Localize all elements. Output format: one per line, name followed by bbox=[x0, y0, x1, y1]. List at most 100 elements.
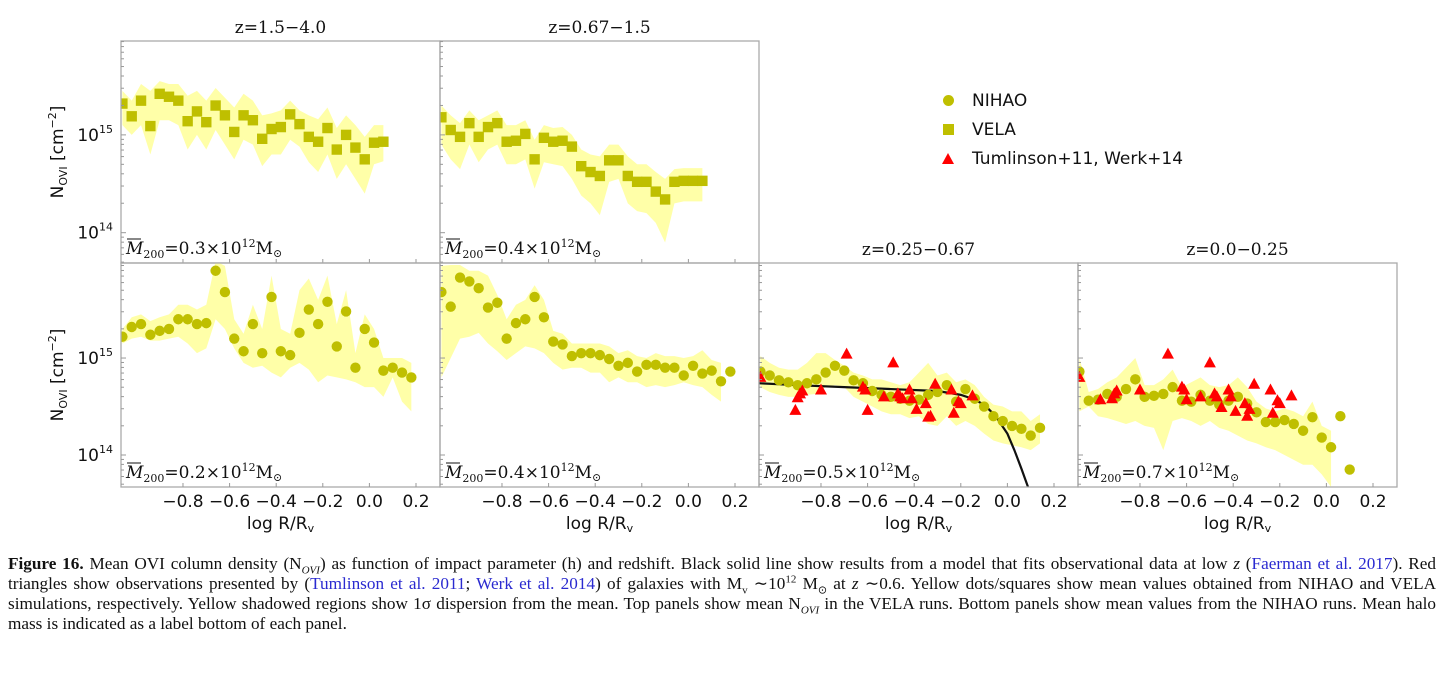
mass-unit: M bbox=[894, 463, 911, 483]
x-tick-label: −0.8 bbox=[800, 492, 841, 512]
observation-point bbox=[903, 383, 916, 395]
observation-point bbox=[861, 403, 874, 415]
vela-point bbox=[145, 120, 156, 132]
nihao-point bbox=[566, 350, 578, 362]
mass-unit-sub: ⊙ bbox=[273, 471, 282, 484]
nihao-point bbox=[294, 327, 305, 339]
vela-point bbox=[603, 155, 615, 166]
nihao-point bbox=[669, 362, 680, 373]
square-marker-icon bbox=[942, 124, 954, 135]
observation-point bbox=[1229, 404, 1242, 416]
mass-value: =0.7×10 bbox=[1121, 463, 1198, 483]
mass-unit-sub: ⊙ bbox=[911, 471, 920, 484]
vela-point bbox=[445, 124, 456, 136]
citation-link[interactable]: Faerman et al. 2017 bbox=[1251, 554, 1393, 573]
observation-point bbox=[1094, 393, 1107, 405]
nihao-point bbox=[303, 304, 315, 315]
nihao-point bbox=[1316, 432, 1327, 443]
nihao-point bbox=[350, 362, 361, 373]
y-tick-exponent: 14 bbox=[99, 443, 113, 456]
observation-point bbox=[929, 377, 942, 389]
nihao-point bbox=[783, 377, 794, 388]
x-tick-label: −0.8 bbox=[162, 492, 203, 512]
vela-point bbox=[641, 176, 652, 188]
nihao-point bbox=[440, 286, 447, 298]
figure-number: Figure 16. bbox=[8, 554, 84, 573]
vela-point bbox=[520, 128, 531, 140]
vela-point bbox=[163, 91, 175, 102]
caption-fragment: in the VELA runs. Bottom panels show mea… bbox=[8, 594, 1436, 633]
x-tick-label: 0.2 bbox=[1359, 492, 1386, 512]
mass-label: M200=0.3×1012M⊙ bbox=[125, 237, 282, 261]
mass-unit-sub: ⊙ bbox=[273, 247, 282, 260]
figure-caption: Figure 16. Mean OVI column density (NOVI… bbox=[8, 554, 1436, 634]
mass-label: M200=0.4×1012M⊙ bbox=[444, 461, 601, 485]
plot-area bbox=[121, 263, 417, 412]
mass-exp: 12 bbox=[242, 461, 256, 474]
vela-point bbox=[529, 154, 540, 165]
observation-point bbox=[887, 356, 900, 368]
observation-point bbox=[1224, 390, 1237, 402]
y-label-unit: [cm bbox=[48, 128, 68, 166]
nihao-point bbox=[1120, 383, 1132, 395]
legend-item-observations: Tumlinson+11, Werk+14 bbox=[924, 144, 1183, 173]
observation-point bbox=[1241, 409, 1254, 421]
nihao-point bbox=[387, 362, 398, 373]
vela-point bbox=[275, 121, 287, 133]
y-label-unit: [cm bbox=[48, 351, 68, 389]
x-tick-label: −0.2 bbox=[940, 492, 981, 512]
nihao-point bbox=[406, 372, 417, 383]
y-label-n: N bbox=[48, 186, 68, 199]
plot-area bbox=[759, 347, 1046, 487]
nihao-point bbox=[284, 349, 296, 361]
mass-value: =0.2×10 bbox=[164, 463, 241, 483]
x-tick-label: −0.4 bbox=[1213, 492, 1254, 512]
observation-point bbox=[1266, 406, 1279, 418]
x-label-sub: v bbox=[627, 522, 634, 535]
mass-unit-sub: ⊙ bbox=[592, 471, 601, 484]
nihao-point bbox=[520, 314, 531, 325]
nihao-point bbox=[510, 317, 522, 329]
caption-fragment: ; bbox=[465, 574, 477, 593]
x-tick-label: −0.2 bbox=[1259, 492, 1300, 512]
mass-label: M200=0.7×1012M⊙ bbox=[1082, 461, 1239, 485]
vela-point bbox=[631, 176, 643, 188]
vela-point bbox=[266, 123, 277, 135]
x-tick-label: 0.0 bbox=[994, 492, 1021, 512]
nihao-point bbox=[576, 347, 587, 359]
nihao-point bbox=[275, 346, 287, 357]
legend-item-nihao: NIHAO bbox=[924, 86, 1183, 115]
vela-point bbox=[126, 111, 137, 122]
x-tick-label: −0.8 bbox=[481, 492, 522, 512]
observation-point bbox=[1203, 356, 1216, 368]
citation-link[interactable]: Werk et al. 2014 bbox=[476, 574, 596, 593]
nihao-point bbox=[650, 359, 661, 371]
observation-point bbox=[954, 397, 967, 409]
vela-point bbox=[257, 133, 268, 144]
observation-point bbox=[1178, 383, 1191, 395]
nihao-point bbox=[839, 365, 850, 376]
caption-fragment: OVI bbox=[800, 604, 820, 617]
nihao-point bbox=[191, 318, 203, 330]
vela-point bbox=[238, 110, 249, 121]
caption-fragment: z bbox=[1233, 554, 1241, 573]
observation-point bbox=[796, 384, 809, 396]
nihao-point bbox=[247, 318, 259, 330]
nihao-point bbox=[464, 276, 475, 287]
nihao-point bbox=[922, 389, 934, 401]
y-label-sub: OVI bbox=[57, 389, 70, 408]
nihao-point bbox=[266, 291, 277, 303]
nihao-point bbox=[594, 349, 606, 361]
mass-unit: M bbox=[256, 239, 273, 259]
nihao-point bbox=[257, 347, 268, 359]
y-tick-label: 1014 bbox=[77, 221, 113, 244]
vela-point bbox=[303, 131, 315, 143]
vela-point bbox=[697, 175, 708, 187]
nihao-point bbox=[1130, 374, 1141, 385]
citation-link[interactable]: Tumlinson et al. 2011 bbox=[310, 574, 466, 593]
x-label-sub: v bbox=[946, 522, 953, 535]
observation-point bbox=[966, 389, 979, 401]
nihao-point bbox=[331, 341, 342, 352]
